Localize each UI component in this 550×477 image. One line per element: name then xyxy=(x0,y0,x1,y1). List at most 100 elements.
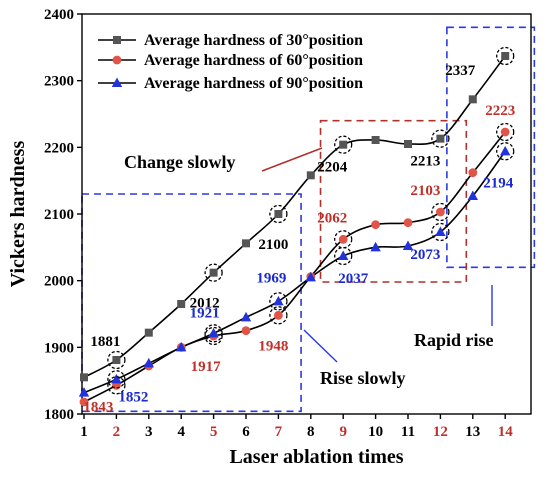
data-label: 2073 xyxy=(410,247,440,263)
annotation-rise-slowly: Rise slowly xyxy=(320,368,406,388)
series-lines xyxy=(83,55,506,403)
x-tick-label: 1 xyxy=(80,424,88,440)
legend: Average hardness of 30°position Average h… xyxy=(98,32,363,92)
highlight-circle xyxy=(334,246,353,266)
series-3-point xyxy=(273,295,284,306)
series-3-point xyxy=(338,250,349,260)
series-1-point xyxy=(306,171,315,180)
series-1-point xyxy=(501,52,510,60)
series-3-point xyxy=(467,190,478,200)
series-1-point xyxy=(242,239,250,248)
series-markers xyxy=(78,52,511,407)
series-2-point xyxy=(274,310,283,320)
data-label: 1969 xyxy=(256,270,286,286)
data-label: 2337 xyxy=(445,63,476,79)
x-tick-label: 9 xyxy=(339,424,347,440)
y-tick-label: 1900 xyxy=(44,340,74,356)
series-3-point xyxy=(370,241,381,252)
highlight-circle xyxy=(431,222,450,242)
data-label: 2012 xyxy=(190,296,220,312)
data-label: 1917 xyxy=(191,359,222,375)
change-slowly-box xyxy=(319,119,468,283)
series-2-point xyxy=(241,326,251,336)
annotation-rapid-rise: Rapid rise xyxy=(414,330,494,350)
highlight-circle xyxy=(269,306,288,325)
data-label: 1881 xyxy=(90,334,120,350)
series-1-point xyxy=(339,140,348,149)
x-tick-label: 12 xyxy=(433,424,448,440)
data-label: 1921 xyxy=(190,305,220,321)
highlight-circle xyxy=(334,135,353,154)
series-1-point xyxy=(209,268,218,277)
series-3-point xyxy=(78,387,90,397)
x-axis-title: Laser ablation times xyxy=(229,446,403,468)
series-1-point xyxy=(468,95,477,104)
series-1-point xyxy=(177,300,186,308)
data-label: 2037 xyxy=(338,271,369,287)
data-label: 1948 xyxy=(258,338,288,354)
x-tick-label: 2 xyxy=(113,424,121,440)
series-3-point xyxy=(435,226,446,236)
legend-label-2: Average hardness of 60°position xyxy=(144,52,363,69)
data-label: 2194 xyxy=(483,175,514,191)
data-label: 2213 xyxy=(410,154,440,170)
highlight-circle xyxy=(269,292,288,311)
data-label: 2100 xyxy=(258,237,288,253)
series-3-point xyxy=(208,327,219,338)
data-label: 1843 xyxy=(83,399,113,415)
y-tick-label: 2000 xyxy=(44,274,74,290)
highlight-circle xyxy=(204,324,223,343)
annotations: Change slowly Rise slowly Rapid rise xyxy=(124,147,494,388)
x-tick-label: 8 xyxy=(307,424,315,440)
rapid-rise-box xyxy=(446,26,536,269)
series-2-point xyxy=(403,218,413,228)
highlight-circle xyxy=(431,202,450,222)
series-1-point xyxy=(436,134,445,143)
highlight-circle xyxy=(107,376,126,395)
rise-slowly-box xyxy=(81,193,302,413)
y-axis-title: Vickers hardness xyxy=(7,141,29,288)
series-2-point xyxy=(468,168,478,178)
highlight-circle xyxy=(107,370,126,389)
highlight-circle xyxy=(496,46,515,66)
x-tick-label: 11 xyxy=(401,424,415,440)
series-3-point xyxy=(111,373,122,384)
highlight-circle xyxy=(269,204,288,224)
series-line-3 xyxy=(83,150,506,394)
series-2-point xyxy=(436,207,445,217)
annotation-change-slowly: Change slowly xyxy=(124,152,236,172)
series-1-point xyxy=(371,136,380,144)
series-1-point xyxy=(112,356,121,364)
y-tick-label: 2400 xyxy=(44,7,74,23)
highlight-circle xyxy=(496,142,515,161)
highlight-circle xyxy=(204,263,223,282)
series-3-point xyxy=(500,145,511,156)
x-tick-label: 7 xyxy=(275,424,283,440)
series-2-point xyxy=(500,127,510,137)
annotation-change-slowly-pointer xyxy=(261,147,323,172)
series-3-point xyxy=(143,357,154,368)
y-tick-label: 2100 xyxy=(44,207,74,223)
region-boxes xyxy=(81,26,536,413)
data-label: 2062 xyxy=(317,210,347,226)
data-label: 1852 xyxy=(118,389,148,405)
series-3-point xyxy=(402,240,414,250)
highlight-circles xyxy=(107,46,515,395)
x-tick-label: 4 xyxy=(177,424,185,440)
data-label: 2223 xyxy=(485,103,515,119)
x-tick-label: 10 xyxy=(368,424,383,440)
series-1-point xyxy=(144,328,153,337)
data-label: 2103 xyxy=(410,183,440,199)
x-tick-label: 5 xyxy=(210,424,218,440)
series-2-point xyxy=(79,397,89,407)
annotation-rise-slowly-pointer xyxy=(303,329,338,363)
series-2-point xyxy=(371,220,380,230)
y-tick-label: 2300 xyxy=(44,74,74,90)
legend-label-3: Average hardness of 90°position xyxy=(144,75,363,92)
series-1-point xyxy=(274,210,283,218)
data-label: 2204 xyxy=(317,160,348,176)
legend-marker-3 xyxy=(111,77,123,87)
